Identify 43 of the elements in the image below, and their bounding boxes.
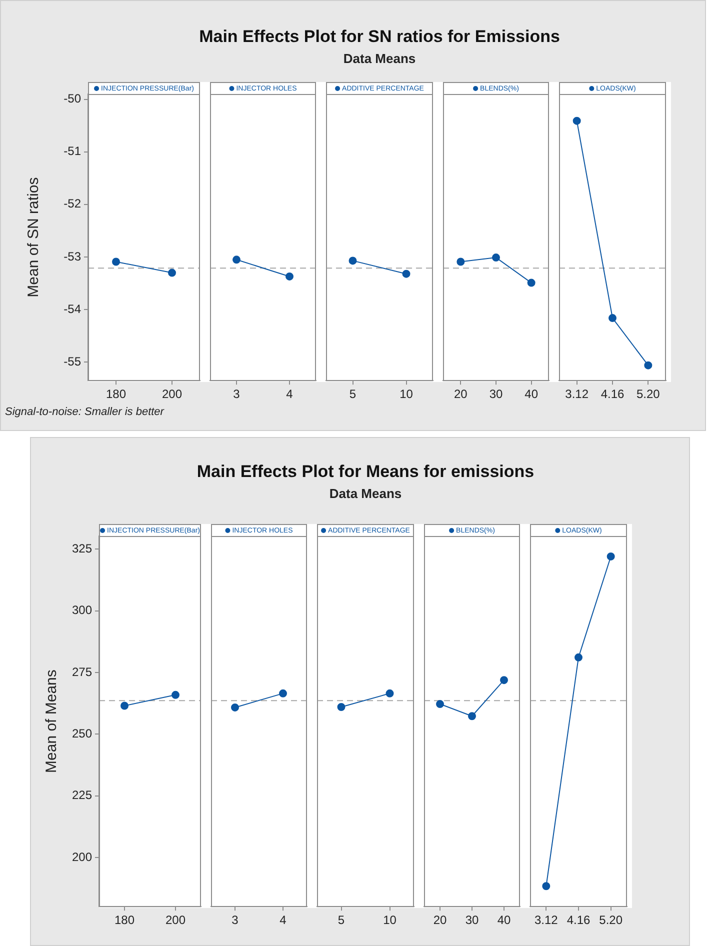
chart-title: Main Effects Plot for Means for emissions — [196, 462, 536, 482]
chart-subtitle: Data Means — [328, 486, 403, 501]
text: Signal-to-noise: Smaller is better — [5, 406, 164, 418]
x-tick-label: 20 — [433, 913, 447, 928]
x-tick-label: 5 — [349, 387, 356, 402]
x-tick-label: 5.20 — [599, 913, 623, 928]
x-tick-label: 5 — [338, 913, 345, 928]
y-tick-label: -51 — [64, 144, 82, 158]
y-tick-label: 275 — [72, 664, 92, 679]
x-tick-label: 20 — [454, 387, 468, 402]
x-tick-label: 40 — [497, 913, 511, 928]
x-tick-label: 4 — [280, 913, 287, 928]
x-tick-label: 3 — [232, 913, 239, 928]
y-tick-label: -50 — [64, 92, 82, 106]
y-tick-label: -54 — [64, 302, 82, 316]
x-tick-label: 40 — [524, 387, 538, 402]
y-tick-label: 250 — [72, 726, 92, 740]
x-tick-label: 5.20 — [636, 387, 660, 402]
x-tick-label: 30 — [489, 387, 503, 402]
y-axis-title: Mean of SN ratios — [25, 177, 42, 298]
x-tick-label: 3 — [233, 387, 240, 402]
y-tick-label: 225 — [72, 788, 92, 802]
y-axis-title: Mean of Means — [43, 670, 60, 773]
x-tick-label: 10 — [383, 913, 397, 928]
x-tick-label: 3.12 — [565, 387, 589, 402]
y-tick-label: -52 — [64, 196, 82, 211]
x-tick-label: 4 — [286, 387, 294, 402]
y-tick-label: -53 — [64, 249, 82, 264]
y-tick-label: 200 — [72, 850, 92, 864]
y-tick-label: -55 — [64, 354, 82, 369]
x-tick-label: 4.16 — [566, 913, 590, 928]
x-tick-label: 10 — [400, 387, 414, 402]
chart-title: Main Effects Plot for SN ratios for Emissions — [198, 27, 561, 47]
x-tick-label: 200 — [165, 913, 186, 928]
y-tick-label: 300 — [72, 603, 92, 618]
x-tick-label: 3.12 — [534, 913, 558, 928]
chart-subtitle: Data Means — [342, 51, 417, 66]
x-tick-label: 180 — [106, 387, 126, 402]
x-tick-label: 180 — [114, 913, 135, 928]
x-tick-label: 30 — [465, 913, 479, 928]
x-tick-label: 200 — [162, 387, 182, 402]
y-tick-label: 325 — [72, 541, 92, 556]
x-tick-label: 4.16 — [600, 387, 624, 402]
